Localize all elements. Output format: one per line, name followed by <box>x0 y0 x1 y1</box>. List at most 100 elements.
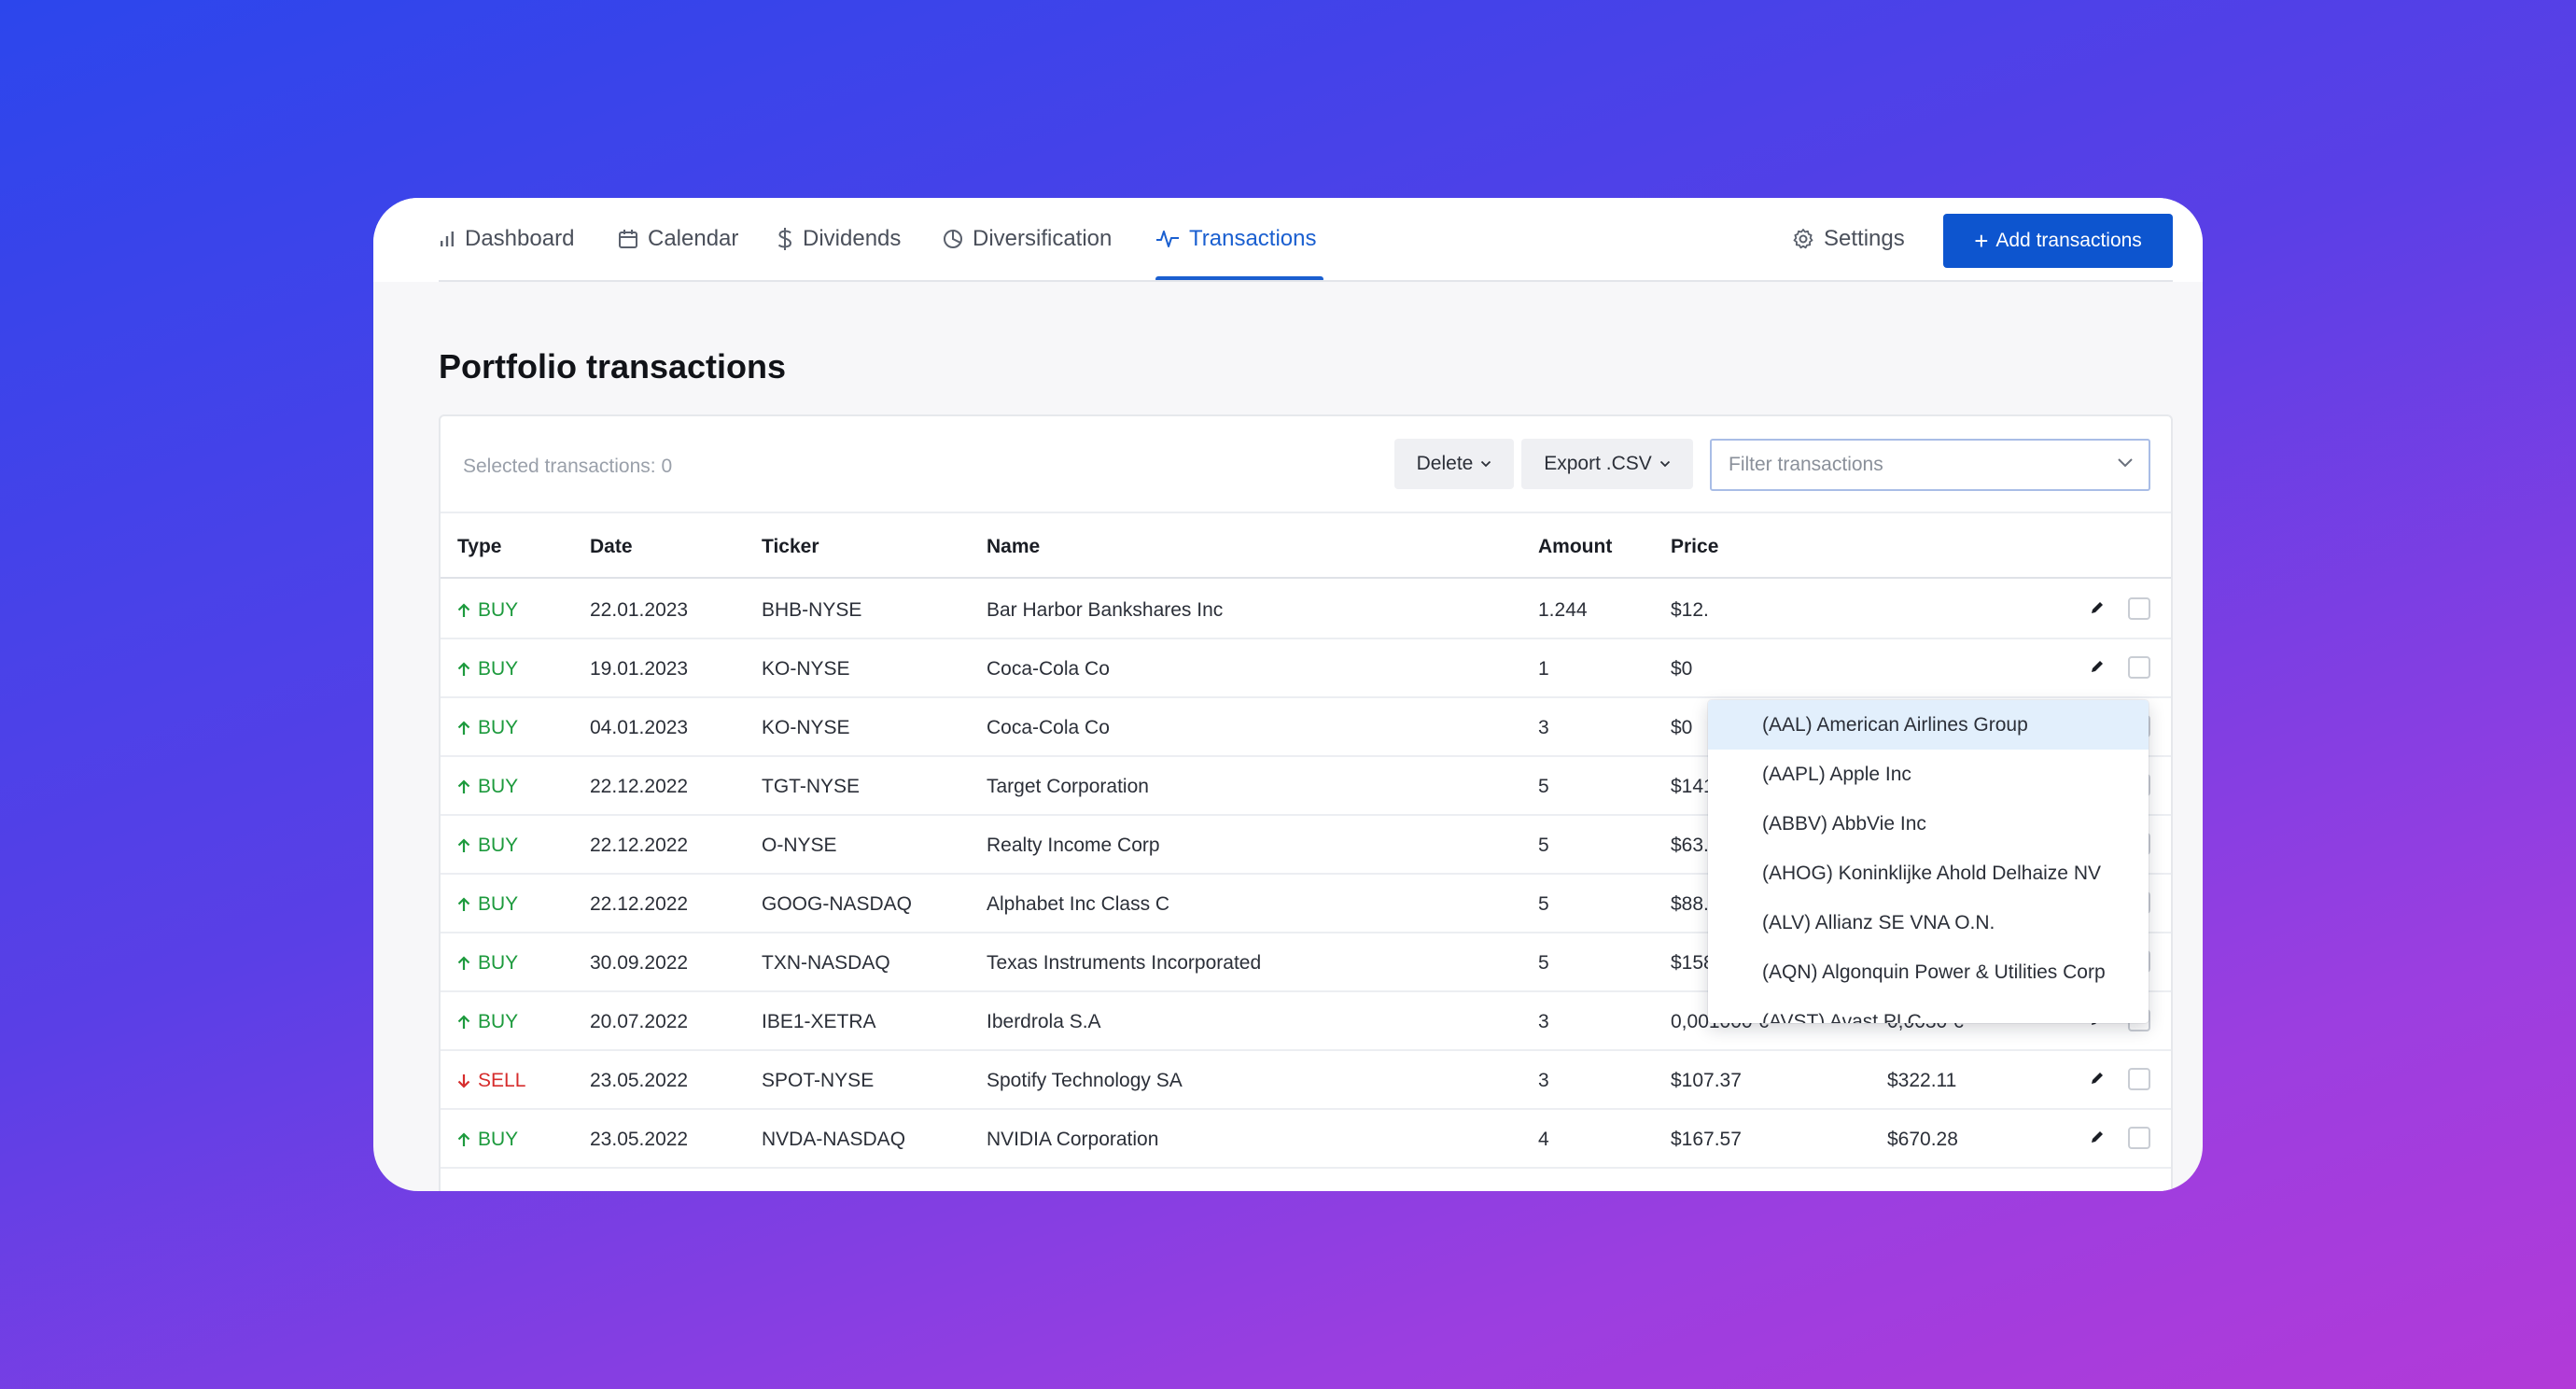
type-label: BUY <box>478 776 519 797</box>
cell-amount: 4 <box>1538 1129 1549 1150</box>
col-name[interactable]: Name <box>987 536 1041 557</box>
dropdown-option[interactable]: (ALV) Allianz SE VNA O.N. <box>1762 911 1995 933</box>
arrow-up-icon <box>457 1015 470 1029</box>
cell-date: 30.09.2022 <box>590 952 689 974</box>
cell-total: $322.11 <box>1887 1070 1957 1091</box>
row-checkbox[interactable] <box>2128 1068 2150 1090</box>
filter-transactions-select[interactable]: Filter transactions <box>1710 439 2150 491</box>
cell-amount: 3 <box>1538 1011 1549 1032</box>
chevron-down-icon <box>1659 460 1670 468</box>
cell-ticker: KO-NYSE <box>762 658 850 680</box>
cell-date: 22.12.2022 <box>590 893 689 915</box>
cell-name: Realty Income Corp <box>987 835 1160 856</box>
cell-price: $0 <box>1671 658 1693 680</box>
delete-button[interactable]: Delete <box>1394 439 1514 489</box>
edit-icon[interactable] <box>2089 1070 2106 1091</box>
col-type[interactable]: Type <box>457 536 502 557</box>
cell-price: $107.37 <box>1671 1070 1742 1091</box>
chevron-down-icon <box>1481 460 1491 468</box>
nav-diversification[interactable]: Diversification <box>943 220 1112 258</box>
nav-dividends[interactable]: Dividends <box>777 220 901 258</box>
cell-price: $141 <box>1671 776 1715 797</box>
col-ticker[interactable]: Ticker <box>762 536 819 557</box>
dropdown-option[interactable]: (ABBV) AbbVie Inc <box>1762 812 1926 835</box>
delete-label: Delete <box>1416 453 1474 474</box>
col-amount[interactable]: Amount <box>1538 536 1613 557</box>
cell-ticker: TGT-NYSE <box>762 776 861 797</box>
cell-amount: 5 <box>1538 952 1549 974</box>
dollar-icon <box>777 228 792 250</box>
arrow-up-icon <box>457 603 470 617</box>
cell-ticker: IBE1-XETRA <box>762 1011 876 1032</box>
col-date[interactable]: Date <box>590 536 633 557</box>
settings-link[interactable]: Settings <box>1792 220 1905 258</box>
type-label: BUY <box>478 599 519 621</box>
export-csv-label: Export .CSV <box>1544 453 1652 474</box>
export-csv-button[interactable]: Export .CSV <box>1521 439 1693 489</box>
nav-dashboard[interactable]: Dashboard <box>439 220 574 258</box>
type-label: BUY <box>478 1011 519 1032</box>
type-label: BUY <box>478 658 519 680</box>
nav-calendar[interactable]: Calendar <box>618 220 738 258</box>
col-price[interactable]: Price <box>1671 536 1719 557</box>
cell-type: BUY <box>457 835 518 857</box>
table-row[interactable]: BUY 22.01.2023 BHB-NYSE Bar Harbor Bankshar… <box>441 581 2171 639</box>
cell-ticker: TXN-NASDAQ <box>762 952 890 974</box>
table-row[interactable]: BUY 30.09.2022 TXN-NASDAQ Texas Instruments… <box>441 933 2171 992</box>
nav-divider <box>439 280 2173 282</box>
pie-chart-icon <box>944 230 962 248</box>
table-row[interactable]: BUY 04.01.2023 KO-NYSE Coca-Cola Co 3 $0 <box>441 698 2171 757</box>
transactions-panel: Selected transactions: 0 Delete Export .… <box>439 414 2173 1191</box>
nav-transactions-label: Transactions <box>1189 226 1317 251</box>
dropdown-option[interactable]: (AAL) American Airlines Group <box>1708 700 2149 750</box>
cell-amount: 1.244 <box>1538 599 1588 621</box>
row-checkbox[interactable] <box>2128 656 2150 679</box>
cell-ticker: SPOT-NYSE <box>762 1070 875 1091</box>
cell-amount: 3 <box>1538 1070 1549 1091</box>
cell-amount: 1 <box>1538 658 1549 680</box>
cell-amount: 5 <box>1538 893 1549 915</box>
add-transactions-button[interactable]: + Add transactions <box>1943 214 2173 268</box>
add-transactions-label: Add transactions <box>1995 230 2142 251</box>
cell-ticker: NVDA-NASDAQ <box>762 1129 906 1150</box>
dropdown-option[interactable]: (AQN) Algonquin Power & Utilities Corp <box>1762 961 2106 983</box>
cell-amount: 3 <box>1538 717 1549 738</box>
cell-name: Alphabet Inc Class C <box>987 893 1170 915</box>
nav-transactions[interactable]: Transactions <box>1155 220 1317 258</box>
app-window: Dashboard Calendar Dividends Diversifica… <box>373 198 2203 1191</box>
calendar-icon <box>619 230 637 248</box>
cell-ticker: BHB-NYSE <box>762 599 862 621</box>
edit-icon[interactable] <box>2089 1129 2106 1150</box>
table-row[interactable]: BUY 23.05.2022 NVDA-NASDAQ NVIDIA Corporati… <box>441 1110 2171 1169</box>
dropdown-option[interactable]: (AHOG) Koninklijke Ahold Delhaize NV <box>1762 862 2101 884</box>
arrow-up-icon <box>457 779 470 793</box>
cell-name: Coca-Cola Co <box>987 717 1110 738</box>
cell-date: 19.01.2023 <box>590 658 689 680</box>
cell-name: Texas Instruments Incorporated <box>987 952 1262 974</box>
cell-price: $0 <box>1671 717 1693 738</box>
cell-date: 04.01.2023 <box>590 717 689 738</box>
active-tab-indicator <box>1155 276 1323 282</box>
row-checkbox[interactable] <box>2128 1127 2150 1149</box>
edit-icon[interactable] <box>2089 658 2106 680</box>
cell-name: Bar Harbor Bankshares Inc <box>987 599 1224 621</box>
cell-price: $12. <box>1671 599 1709 621</box>
type-label: BUY <box>478 893 519 915</box>
dropdown-option[interactable]: (AAPL) Apple Inc <box>1762 763 1911 785</box>
cell-date: 23.05.2022 <box>590 1070 689 1091</box>
table-row[interactable]: SELL 23.05.2022 SPOT-NYSE Spotify Technolog… <box>441 1051 2171 1110</box>
selected-count: Selected transactions: 0 <box>463 456 673 477</box>
cell-date: 23.05.2022 <box>590 1129 689 1150</box>
dropdown-option[interactable]: (AVST) Avast PLC <box>1762 1010 1922 1024</box>
type-label: BUY <box>478 835 519 856</box>
activity-icon <box>1156 231 1179 247</box>
settings-label: Settings <box>1824 226 1905 251</box>
table-row[interactable]: BUY 19.01.2023 KO-NYSE Coca-Cola Co 1 $0 <box>441 639 2171 698</box>
nav-dashboard-label: Dashboard <box>465 226 575 251</box>
filter-dropdown-menu: (AAL) American Airlines Group (AAPL) App… <box>1708 700 2149 1023</box>
cell-type: BUY <box>457 776 518 798</box>
edit-icon[interactable] <box>2089 599 2106 621</box>
nav-diversification-label: Diversification <box>973 226 1113 251</box>
row-checkbox[interactable] <box>2128 597 2150 620</box>
cell-name: Spotify Technology SA <box>987 1070 1183 1091</box>
